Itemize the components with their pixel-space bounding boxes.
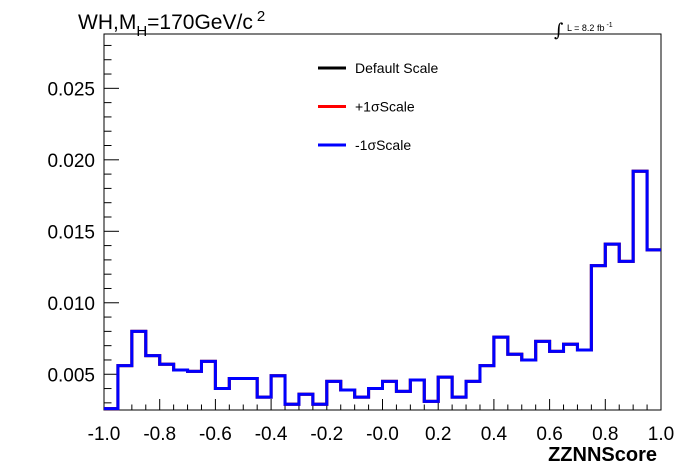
legend-label: Default Scale	[355, 60, 438, 76]
x-tick-label: 0.4	[481, 424, 508, 445]
x-tick-label: 0.8	[592, 424, 618, 445]
x-tick-label: -0.2	[310, 424, 343, 445]
y-tick-label: 0.005	[47, 365, 95, 386]
x-tick-label: 0.6	[536, 424, 562, 445]
title-subscript: H	[136, 23, 147, 40]
x-axis-label: ZZNNScore	[548, 444, 657, 466]
luminosity-label: L = 8.2 fb -1	[567, 22, 613, 33]
series-line	[104, 169, 661, 411]
x-tick-label: 1.0	[648, 424, 674, 445]
y-tick-label: 0.010	[47, 294, 95, 315]
chart-title: WH,MH=170GeV/c 2	[78, 8, 265, 40]
x-axis: -1.0 -0.8 -0.6 -0.4 -0.2 -0.0 0.2 0.4 0.6 0.8 1.0	[88, 399, 674, 445]
series-layer	[104, 169, 661, 411]
luminosity-text: L = 8.2 fb	[567, 23, 604, 33]
legend-label: -1σScale	[355, 137, 411, 153]
title-superscript: 2	[257, 8, 265, 25]
x-tick-label: -0.8	[143, 424, 176, 445]
y-tick-label: 0.020	[47, 151, 95, 172]
legend: Default Scale +1σScale -1σScale	[318, 60, 438, 153]
title-base: WH,M	[78, 11, 136, 34]
x-tick-label: -0.6	[199, 424, 232, 445]
x-tick-label: 0.2	[425, 424, 451, 445]
x-tick-label: -0.4	[255, 424, 288, 445]
x-tick-label: -0.0	[366, 424, 399, 445]
integral-symbol: ∫	[554, 20, 564, 41]
plot-frame	[103, 33, 662, 411]
title-main: =170GeV/c	[147, 11, 253, 34]
series-line	[104, 169, 661, 411]
y-axis: 0.005 0.010 0.015 0.020 0.025	[47, 44, 119, 404]
luminosity-exponent: -1	[606, 22, 612, 29]
y-tick-label: 0.015	[47, 222, 95, 243]
series-line	[104, 169, 661, 411]
legend-label: +1σScale	[355, 99, 415, 115]
x-tick-label: -1.0	[88, 424, 121, 445]
y-tick-label: 0.025	[47, 79, 95, 100]
